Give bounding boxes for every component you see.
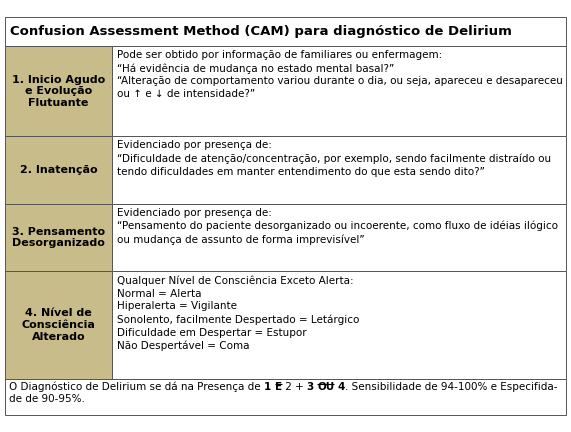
Text: Evidenciado por presença de:
“Dificuldade de atenção/concentração, por exemplo, : Evidenciado por presença de: “Dificuldad… (117, 140, 551, 177)
Text: Qualquer Nível de Consciência Exceto Alerta:
Normal = Alerta
Hiperalerta = Vigil: Qualquer Nível de Consciência Exceto Ale… (117, 275, 359, 351)
Bar (5, 204, 112, 271)
Text: 4: 4 (337, 382, 345, 392)
Bar (112, 271, 566, 379)
Text: E: E (275, 382, 282, 392)
Text: 1: 1 (264, 382, 271, 392)
Text: Evidenciado por presença de:
“Pensamento do paciente desorganizado ou incoerente: Evidenciado por presença de: “Pensamento… (117, 208, 558, 245)
Text: OU: OU (317, 382, 335, 392)
Text: Confusion Assessment Method (CAM) para diagnóstico de Delirium: Confusion Assessment Method (CAM) para d… (10, 25, 512, 38)
Text: 4. Nível de
Consciência
Alterado: 4. Nível de Consciência Alterado (22, 308, 95, 342)
Text: . Sensibilidade de 94-100% e Especifida-: . Sensibilidade de 94-100% e Especifida- (345, 382, 557, 392)
Text: 1. Inicio Agudo
e Evolução
Flutuante: 1. Inicio Agudo e Evolução Flutuante (12, 74, 105, 108)
Text: 2 +: 2 + (282, 382, 307, 392)
Bar (112, 204, 566, 271)
Bar (5, 136, 112, 204)
Text: O Diagnóstico de Delirium se dá na Presença de: O Diagnóstico de Delirium se dá na Prese… (9, 382, 264, 392)
Bar (112, 46, 566, 136)
Text: Pode ser obtido por informação de familiares ou enfermagem:
“Há evidência de mud: Pode ser obtido por informação de famili… (117, 50, 563, 99)
Bar (5, 46, 112, 136)
Bar (5, 271, 112, 379)
Text: 3: 3 (307, 382, 314, 392)
Bar (112, 136, 566, 204)
Bar (5, 379, 566, 415)
Text: de de 90-95%.: de de 90-95%. (9, 394, 85, 404)
Text: 3. Pensamento
Desorganizado: 3. Pensamento Desorganizado (12, 227, 105, 248)
Text: 2. Inatenção: 2. Inatenção (20, 165, 97, 175)
Bar (5, 17, 566, 46)
